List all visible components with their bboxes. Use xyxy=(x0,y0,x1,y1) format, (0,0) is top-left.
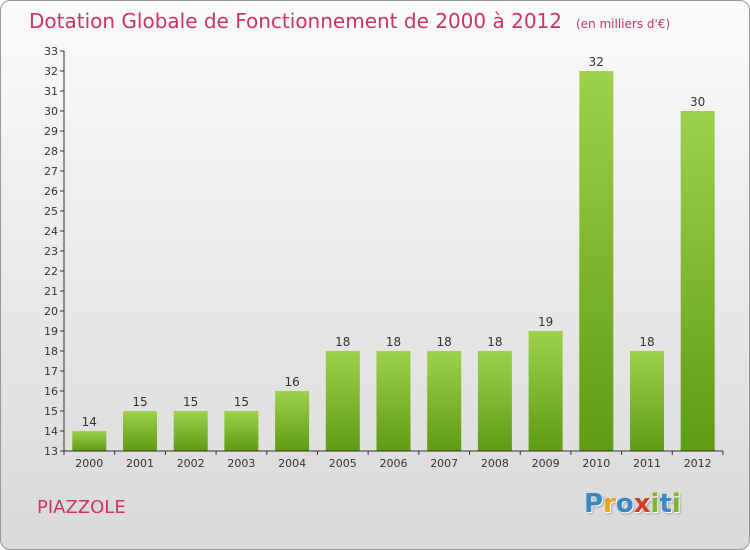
y-tick-label: 14 xyxy=(44,425,58,438)
x-tick-label: 2010 xyxy=(582,457,610,470)
x-tick-label: 2005 xyxy=(329,457,357,470)
logo-letter: t xyxy=(659,489,672,519)
x-tick-label: 2011 xyxy=(633,457,661,470)
data-label-2008: 18 xyxy=(487,335,502,349)
data-label-2002: 15 xyxy=(183,395,198,409)
y-tick-label: 13 xyxy=(44,445,58,458)
data-label-2006: 18 xyxy=(386,335,401,349)
axes-group: 13 14 15 16 17 18 19 20 21 22 23 24 25 26 27 28 29 30 31 32… xyxy=(44,45,724,470)
y-tick-label: 18 xyxy=(44,345,58,358)
y-tick-label: 21 xyxy=(44,285,58,298)
bar-2012 xyxy=(680,111,715,451)
bar-2007 xyxy=(427,351,462,451)
commune-name: PIAZZOLE xyxy=(37,497,126,518)
y-tick-label: 33 xyxy=(44,45,58,58)
x-tick-label: 2001 xyxy=(126,457,154,470)
x-tick-label: 2002 xyxy=(177,457,205,470)
data-label-2010: 32 xyxy=(589,55,604,69)
y-tick-label: 25 xyxy=(44,205,58,218)
y-tick-label: 17 xyxy=(44,365,58,378)
y-tick-label: 22 xyxy=(44,265,58,278)
data-label-2000: 14 xyxy=(82,415,97,429)
logo-letter: P xyxy=(584,489,604,519)
x-tick-label: 2007 xyxy=(430,457,458,470)
bar-2001 xyxy=(123,411,157,451)
y-tick-label: 24 xyxy=(44,225,58,238)
y-tick-label: 20 xyxy=(44,305,58,318)
data-label-2011: 18 xyxy=(639,335,654,349)
y-tick-label: 32 xyxy=(44,65,58,78)
logo-letter: o xyxy=(615,489,634,519)
bar-2000 xyxy=(72,431,107,451)
data-label-2009: 19 xyxy=(538,315,553,329)
y-tick-label: 15 xyxy=(44,405,58,418)
bar-2004 xyxy=(275,391,310,451)
y-tick-label: 19 xyxy=(44,325,58,338)
bar-2003 xyxy=(224,411,259,451)
chart-title: Dotation Globale de Fonctionnement de 20… xyxy=(29,9,670,33)
bar-2011 xyxy=(630,351,664,451)
x-tick-label: 2006 xyxy=(380,457,408,470)
data-label-2001: 15 xyxy=(132,395,147,409)
bar-2005 xyxy=(325,351,360,451)
bar-2008 xyxy=(477,351,512,451)
x-tick-label: 2012 xyxy=(684,457,712,470)
data-label-2005: 18 xyxy=(335,335,350,349)
x-tick-label: 2000 xyxy=(75,457,103,470)
y-tick-label: 16 xyxy=(44,385,58,398)
proxiti-logo[interactable]: Proxiti xyxy=(584,489,681,519)
chart-unit-label: (en milliers d'€) xyxy=(576,17,671,31)
y-tick-label: 26 xyxy=(44,185,58,198)
bars-group: 14 15 15 15 16 18 18 18 18 19 32 18 30 xyxy=(72,55,715,451)
y-tick-label: 29 xyxy=(44,125,58,138)
x-tick-label: 2003 xyxy=(227,457,255,470)
bar-2006 xyxy=(376,351,411,451)
x-tick-label: 2009 xyxy=(532,457,560,470)
logo-letter: r xyxy=(603,489,616,519)
x-tick-label: 2004 xyxy=(278,457,306,470)
logo-letter: i xyxy=(671,489,681,519)
data-label-2003: 15 xyxy=(234,395,249,409)
y-tick-label: 27 xyxy=(44,165,58,178)
y-tick-label: 28 xyxy=(44,145,58,158)
y-tick-label: 30 xyxy=(44,105,58,118)
bar-2010 xyxy=(579,71,614,451)
logo-letter: i xyxy=(650,489,660,519)
data-label-2004: 16 xyxy=(284,375,299,389)
bar-2009 xyxy=(528,331,563,451)
y-tick-label: 23 xyxy=(44,245,58,258)
data-label-2007: 18 xyxy=(437,335,452,349)
data-label-2012: 30 xyxy=(690,95,705,109)
bar-2002 xyxy=(173,411,208,451)
y-tick-label: 31 xyxy=(44,85,58,98)
chart-title-text: Dotation Globale de Fonctionnement de 20… xyxy=(29,9,562,33)
x-tick-label: 2008 xyxy=(481,457,509,470)
logo-letter: x xyxy=(633,489,651,519)
